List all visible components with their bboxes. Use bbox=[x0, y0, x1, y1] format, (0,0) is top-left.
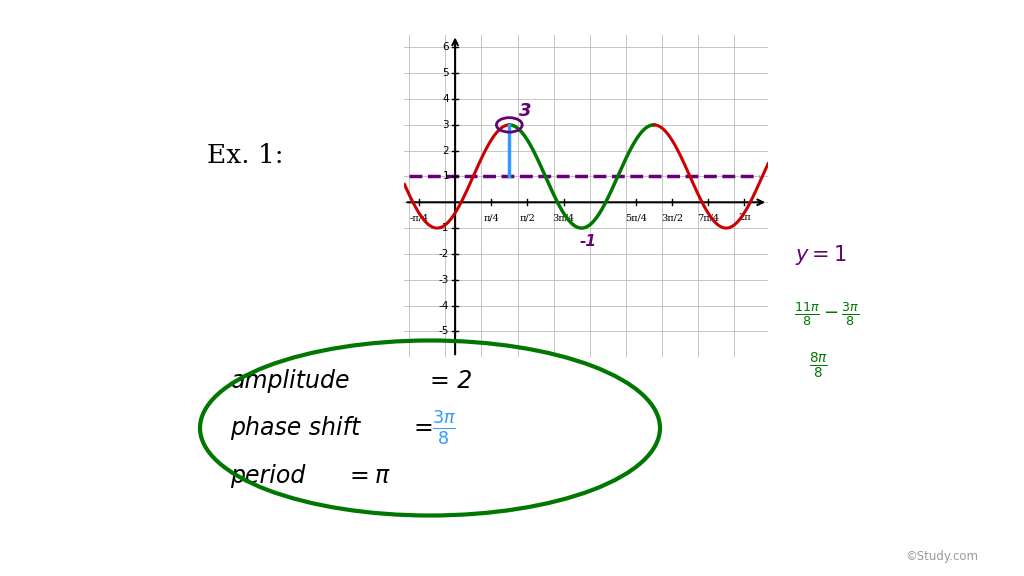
Text: π/4: π/4 bbox=[483, 213, 499, 222]
Text: -4: -4 bbox=[438, 301, 450, 310]
Text: 3π/4: 3π/4 bbox=[553, 213, 574, 222]
Text: -1: -1 bbox=[438, 223, 450, 233]
Text: 2π: 2π bbox=[738, 213, 751, 222]
Text: amplitude: amplitude bbox=[230, 369, 349, 393]
Text: 4: 4 bbox=[442, 94, 450, 104]
Text: π/2: π/2 bbox=[519, 213, 536, 222]
Text: 5: 5 bbox=[442, 69, 450, 78]
Text: $= \pi$: $= \pi$ bbox=[345, 464, 390, 488]
Text: $\frac{11\pi}{8} - \frac{3\pi}{8}$: $\frac{11\pi}{8} - \frac{3\pi}{8}$ bbox=[794, 300, 859, 328]
Text: Ex. 1:: Ex. 1: bbox=[208, 143, 284, 168]
Text: = 2: = 2 bbox=[430, 369, 472, 393]
Text: -π/4: -π/4 bbox=[410, 213, 428, 222]
Text: 1: 1 bbox=[442, 172, 450, 181]
Text: 6: 6 bbox=[442, 43, 450, 52]
Text: 7π/4: 7π/4 bbox=[697, 213, 719, 222]
Text: -2: -2 bbox=[438, 249, 450, 259]
Text: 3: 3 bbox=[442, 120, 450, 130]
Text: $\frac{3\pi}{8}$: $\frac{3\pi}{8}$ bbox=[432, 409, 456, 447]
Text: -1: -1 bbox=[580, 234, 596, 249]
Text: phase shift: phase shift bbox=[230, 416, 360, 440]
Text: ©Study.com: ©Study.com bbox=[905, 550, 978, 563]
Text: $y=1$: $y=1$ bbox=[795, 242, 847, 267]
Text: 3: 3 bbox=[519, 102, 531, 120]
Text: period: period bbox=[230, 464, 305, 488]
Text: -5: -5 bbox=[438, 327, 450, 336]
Text: =: = bbox=[413, 416, 433, 440]
Text: -3: -3 bbox=[438, 275, 450, 285]
Text: $\frac{8\pi}{8}$: $\frac{8\pi}{8}$ bbox=[809, 351, 828, 381]
Text: 3π/2: 3π/2 bbox=[660, 213, 683, 222]
Text: 5π/4: 5π/4 bbox=[625, 213, 647, 222]
Text: 2: 2 bbox=[442, 146, 450, 156]
